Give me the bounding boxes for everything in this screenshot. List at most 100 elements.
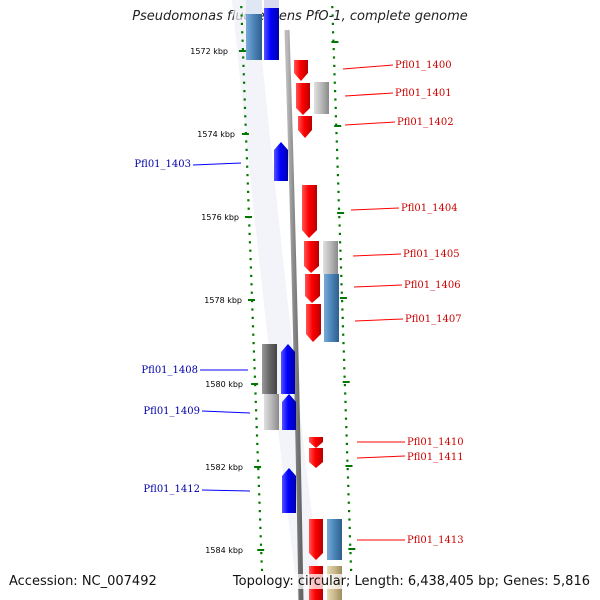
minor-tick	[334, 106, 337, 109]
major-tick	[337, 212, 345, 214]
minor-tick	[343, 367, 346, 370]
minor-tick	[343, 384, 346, 387]
minor-tick	[334, 115, 337, 118]
minor-tick	[331, 6, 334, 9]
minor-tick	[248, 224, 251, 227]
minor-tick	[338, 224, 341, 227]
kbp-label-1576: 1576 kbp	[201, 213, 239, 222]
label-pfl01-1403[interactable]: Pfl01_1403	[134, 159, 191, 170]
minor-tick	[255, 417, 258, 420]
minor-tick	[240, 14, 243, 17]
genome-summary-text: Topology: circular; Length: 6,438,405 bp…	[230, 574, 590, 589]
minor-tick	[348, 526, 351, 529]
minor-tick	[249, 258, 252, 261]
gene-pfl01-1405	[304, 241, 319, 273]
minor-tick	[348, 518, 351, 521]
minor-tick	[247, 190, 250, 193]
label-pfl01-1402[interactable]: Pfl01_1402	[397, 117, 454, 128]
accession-text: Accession: NC_007492	[9, 574, 157, 589]
gene-pfl01-1413	[309, 519, 323, 560]
minor-tick	[242, 64, 245, 67]
gene-top-reverse	[264, 0, 279, 60]
minor-tick	[337, 199, 340, 202]
minor-tick	[333, 73, 336, 76]
label-pfl01-1404[interactable]: Pfl01_1404	[401, 203, 458, 214]
label-pfl01-1401[interactable]: Pfl01_1401	[395, 88, 452, 99]
minor-tick	[332, 39, 335, 42]
label-pfl01-1405[interactable]: Pfl01_1405	[403, 249, 460, 260]
minor-tick	[338, 232, 341, 235]
minor-tick	[345, 434, 348, 437]
kbp-label-1580: 1580 kbp	[205, 380, 243, 389]
feature-1406-1407-steelblue	[324, 274, 339, 342]
minor-tick	[254, 392, 257, 395]
minor-tick	[256, 442, 259, 445]
feature-1401-gray	[314, 82, 329, 114]
minor-tick	[337, 190, 340, 193]
minor-tick	[243, 98, 246, 101]
minor-tick	[258, 501, 261, 504]
minor-tick	[340, 291, 343, 294]
leader-pfl01-1400	[342, 64, 394, 70]
label-pfl01-1413[interactable]: Pfl01_1413	[407, 535, 464, 546]
minor-tick	[243, 90, 246, 93]
major-tick	[251, 383, 259, 385]
leader-pfl01-1402	[344, 121, 396, 126]
minor-tick	[240, 6, 243, 9]
minor-tick	[246, 174, 249, 177]
gene-pfl01-1410	[309, 437, 323, 448]
minor-tick	[240, 22, 243, 25]
minor-tick	[349, 560, 352, 563]
minor-tick	[253, 358, 256, 361]
label-pfl01-1410[interactable]: Pfl01_1410	[407, 437, 464, 448]
major-tick	[248, 299, 255, 301]
leader-pfl01-1404	[350, 207, 400, 211]
minor-tick	[346, 451, 349, 454]
minor-tick	[343, 358, 346, 361]
minor-tick	[245, 148, 248, 151]
minor-tick	[254, 384, 257, 387]
minor-tick	[332, 56, 336, 59]
minor-tick	[331, 22, 334, 25]
feature-1409-gray	[264, 394, 279, 430]
gene-pfl01-1402	[298, 116, 312, 138]
gene-pfl01-1412	[282, 468, 296, 513]
feature-1405-gray	[323, 241, 338, 274]
tick-marks	[238, 6, 356, 571]
minor-tick	[333, 81, 336, 84]
minor-tick	[243, 81, 246, 84]
minor-tick	[335, 140, 338, 143]
minor-tick	[341, 308, 344, 311]
label-pfl01-1407[interactable]: Pfl01_1407	[405, 314, 462, 325]
minor-tick	[245, 157, 248, 160]
minor-tick	[341, 325, 344, 328]
minor-tick	[333, 64, 336, 67]
leader-pfl01-1406	[353, 284, 403, 288]
label-pfl01-1400[interactable]: Pfl01_1400	[395, 60, 452, 71]
minor-tick	[341, 300, 344, 303]
minor-tick	[255, 409, 258, 412]
minor-tick	[346, 459, 349, 462]
minor-tick	[335, 132, 338, 135]
minor-tick	[344, 409, 347, 412]
major-tick	[331, 41, 339, 43]
minor-tick	[347, 501, 350, 504]
label-pfl01-1406[interactable]: Pfl01_1406	[404, 280, 461, 291]
label-pfl01-1409[interactable]: Pfl01_1409	[143, 406, 200, 417]
minor-tick	[338, 216, 341, 219]
minor-tick	[260, 568, 264, 571]
minor-tick	[337, 182, 340, 185]
minor-tick	[334, 90, 337, 93]
minor-tick	[256, 451, 259, 454]
label-pfl01-1412[interactable]: Pfl01_1412	[143, 484, 200, 495]
minor-tick	[252, 333, 255, 336]
minor-tick	[344, 417, 348, 420]
feature-top-steelblue	[246, 0, 262, 60]
minor-tick	[249, 266, 252, 269]
label-pfl01-1411[interactable]: Pfl01_1411	[407, 452, 464, 463]
minor-tick	[336, 157, 339, 160]
leader-pfl01-1403	[192, 162, 242, 166]
label-pfl01-1408[interactable]: Pfl01_1408	[141, 365, 198, 376]
minor-tick	[349, 552, 352, 555]
